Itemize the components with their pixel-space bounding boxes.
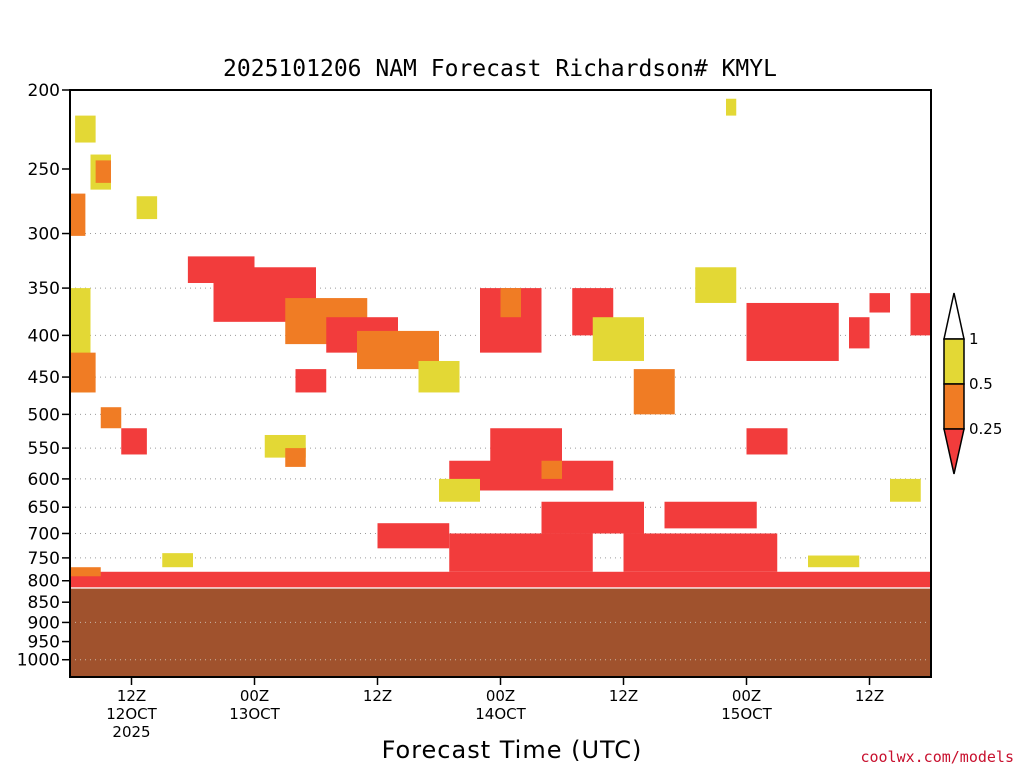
y-tick-label: 550 bbox=[28, 439, 60, 459]
y-tick-label: 1000 bbox=[17, 651, 60, 671]
y-tick-label: 650 bbox=[28, 498, 60, 518]
heatmap-cell bbox=[746, 302, 839, 361]
colorbar-label: 0.25 bbox=[969, 420, 1002, 438]
heatmap-cell bbox=[121, 428, 147, 455]
ground-fill bbox=[70, 588, 931, 677]
heatmap-cell bbox=[136, 196, 158, 220]
heatmap-cell bbox=[95, 160, 111, 183]
x-tick-label: 15OCT bbox=[721, 705, 772, 723]
heatmap-cell bbox=[70, 193, 86, 236]
x-tick-label: 12Z bbox=[117, 687, 146, 705]
chart-title: 2025101206 NAM Forecast Richardson# KMYL bbox=[223, 56, 777, 82]
heatmap-cell bbox=[746, 428, 788, 455]
colorbar-0.25-0.5 bbox=[943, 383, 965, 430]
y-tick-label: 250 bbox=[28, 160, 60, 180]
heatmap-cell bbox=[70, 352, 96, 393]
x-tick-label: 00Z bbox=[240, 687, 269, 705]
y-tick-label: 750 bbox=[28, 549, 60, 569]
heatmap-cell bbox=[664, 501, 757, 529]
colorbar-label: 0.5 bbox=[969, 375, 993, 393]
heatmap-cell bbox=[439, 478, 480, 502]
heatmap-cell bbox=[541, 460, 562, 479]
x-tick-label: 13OCT bbox=[229, 705, 280, 723]
heatmap-cell bbox=[295, 369, 327, 393]
heatmap-cell bbox=[808, 555, 860, 568]
heatmap-cell bbox=[695, 267, 737, 303]
y-tick-label: 400 bbox=[28, 326, 60, 346]
colorbar-label: 1 bbox=[969, 330, 979, 348]
heatmap-cell bbox=[623, 533, 778, 572]
heatmap-cell bbox=[910, 293, 931, 336]
x-tick-label: 12Z bbox=[363, 687, 392, 705]
x-axis-label: Forecast Time (UTC) bbox=[382, 736, 643, 764]
heatmap-cell bbox=[418, 360, 460, 393]
colorbar: 0.25 0.5 1 bbox=[943, 292, 1002, 475]
plot-area bbox=[70, 90, 931, 677]
heatmap-cell bbox=[726, 98, 737, 116]
colorbar-below-0.25 bbox=[943, 428, 965, 475]
heatmap-cell bbox=[377, 523, 450, 549]
heatmap-cell bbox=[100, 407, 122, 429]
y-tick-label: 950 bbox=[28, 633, 60, 653]
x-tick-label: 00Z bbox=[732, 687, 761, 705]
credit-text: coolwx.com/models bbox=[860, 748, 1014, 766]
heatmap-cell bbox=[869, 293, 890, 313]
y-tick-label: 700 bbox=[28, 524, 60, 544]
y-tick-label: 450 bbox=[28, 368, 60, 388]
heatmap-cell bbox=[70, 567, 101, 577]
heatmap-cell bbox=[541, 501, 644, 534]
x-tick-label: 00Z bbox=[486, 687, 515, 705]
heatmap-cell bbox=[285, 448, 306, 467]
heatmap-cell bbox=[162, 553, 193, 568]
y-tick-label: 300 bbox=[28, 225, 60, 245]
heatmap-cell bbox=[490, 428, 562, 467]
colorbar-0.5-1 bbox=[943, 338, 965, 385]
y-tick-label: 800 bbox=[28, 572, 60, 592]
colorbar-above-1 bbox=[943, 292, 965, 340]
x-tick-label: 14OCT bbox=[475, 705, 526, 723]
heatmap-cell bbox=[70, 571, 931, 588]
heatmap-cell bbox=[449, 533, 593, 572]
heatmap-cell bbox=[500, 288, 521, 318]
x-tick-label: 2025 bbox=[112, 723, 150, 741]
heatmap-cell bbox=[633, 369, 675, 415]
heatmap-cell bbox=[849, 317, 870, 349]
y-tick-label: 350 bbox=[28, 279, 60, 299]
heatmap-cell bbox=[75, 115, 96, 143]
y-tick-label: 900 bbox=[28, 613, 60, 633]
heatmap-cell bbox=[592, 317, 644, 361]
heatmap-cell bbox=[890, 478, 921, 502]
y-tick-label: 200 bbox=[28, 81, 60, 101]
y-tick-label: 600 bbox=[28, 470, 60, 490]
y-tick-label: 500 bbox=[28, 405, 60, 425]
x-tick-label: 12OCT bbox=[106, 705, 157, 723]
y-tick-label: 850 bbox=[28, 593, 60, 613]
x-tick-label: 12Z bbox=[609, 687, 638, 705]
x-tick-label: 12Z bbox=[855, 687, 884, 705]
